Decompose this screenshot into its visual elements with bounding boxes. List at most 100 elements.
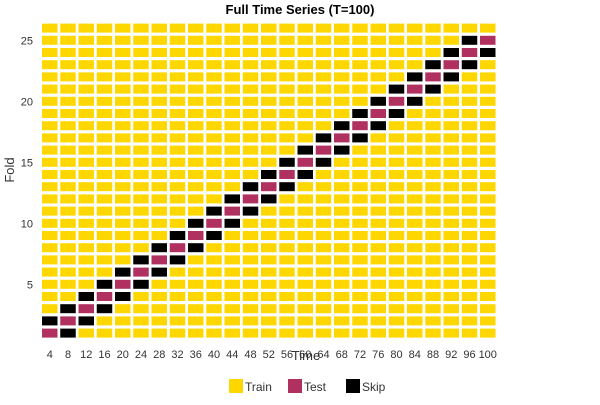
cell-fold-16-block-17 [334,145,350,155]
cell-fold-10-block-6 [133,218,149,228]
cell-fold-8-block-19 [370,243,386,253]
cell-fold-13-block-22 [425,182,441,192]
cell-fold-15-block-25 [480,157,496,167]
cell-fold-20-block-16 [315,96,332,106]
cell-fold-7-block-17 [334,255,350,265]
cell-fold-16-block-25 [480,145,496,155]
cell-fold-1-block-22 [425,328,441,338]
cell-fold-18-block-5 [115,121,131,131]
cell-fold-25-block-11 [224,35,240,45]
cell-fold-12-block-4 [96,194,113,204]
cell-fold-5-block-14 [279,279,295,289]
cell-fold-17-block-16 [315,133,332,143]
cell-fold-8-block-1 [42,243,58,253]
cell-fold-16-block-9 [188,145,204,155]
cell-fold-24-block-6 [133,48,149,57]
x-tick-label: 20 [117,349,129,361]
cell-fold-23-block-16 [315,60,332,70]
cell-fold-20-block-11 [224,96,240,106]
cell-fold-26-block-9 [188,23,204,33]
cell-fold-12-block-17 [334,194,350,204]
cell-fold-3-block-2 [60,304,76,314]
cell-fold-1-block-17 [334,328,350,338]
cell-fold-13-block-19 [370,182,386,192]
cell-fold-7-block-22 [425,255,441,265]
cell-fold-20-block-5 [115,96,131,106]
cell-fold-11-block-6 [133,206,149,216]
x-tick-label: 88 [427,349,439,361]
cell-fold-23-block-19 [370,60,386,70]
cell-fold-22-block-24 [461,72,478,82]
cell-fold-24-block-24 [461,48,478,57]
cell-fold-21-block-3 [78,84,94,94]
cell-fold-23-block-8 [169,60,186,70]
cell-fold-8-block-15 [297,243,313,253]
cell-fold-21-block-23 [443,84,459,94]
cell-fold-20-block-21 [407,96,423,106]
cell-fold-3-block-4 [96,304,113,314]
cell-fold-11-block-13 [261,206,277,216]
cell-fold-11-block-16 [315,206,332,216]
cell-fold-4-block-22 [425,292,441,301]
y-tick-label: 5 [27,279,33,291]
cell-fold-23-block-5 [115,60,131,70]
cell-fold-11-block-2 [60,206,76,216]
cell-fold-25-block-16 [315,35,332,45]
cell-fold-10-block-13 [261,218,277,228]
cell-fold-21-block-17 [334,84,350,94]
cell-fold-22-block-14 [279,72,295,82]
cell-fold-17-block-22 [425,133,441,143]
cell-fold-19-block-16 [315,109,332,118]
cell-fold-19-block-23 [443,109,459,118]
cell-fold-25-block-12 [242,35,259,45]
cell-fold-17-block-15 [297,133,313,143]
cell-fold-5-block-23 [443,279,459,289]
x-tick-label: 64 [317,349,329,361]
cell-fold-9-block-7 [151,231,167,240]
cell-fold-9-block-12 [242,231,259,240]
cell-fold-16-block-14 [279,145,295,155]
cell-fold-14-block-18 [352,170,368,179]
cell-fold-5-block-3 [78,279,94,289]
cell-fold-2-block-8 [169,316,186,326]
cell-fold-6-block-10 [206,267,222,277]
cell-fold-10-block-8 [169,218,186,228]
cell-fold-11-block-10 [206,206,222,216]
cell-fold-11-block-12 [242,206,259,216]
cell-fold-4-block-21 [407,292,423,301]
cell-fold-24-block-4 [96,48,113,57]
cell-fold-24-block-10 [206,48,222,57]
cell-fold-7-block-12 [242,255,259,265]
cell-fold-13-block-3 [78,182,94,192]
cell-fold-11-block-7 [151,206,167,216]
cell-fold-13-block-11 [224,182,240,192]
cell-fold-18-block-12 [242,121,259,131]
cell-fold-21-block-21 [407,84,423,94]
cell-fold-13-block-8 [169,182,186,192]
cell-fold-2-block-20 [388,316,405,326]
cell-fold-10-block-1 [42,218,58,228]
cell-fold-16-block-16 [315,145,332,155]
cell-fold-19-block-12 [242,109,259,118]
cell-fold-17-block-17 [334,133,350,143]
cell-fold-22-block-1 [42,72,58,82]
cell-fold-16-block-21 [407,145,423,155]
cell-fold-8-block-13 [261,243,277,253]
cell-fold-18-block-17 [334,121,350,131]
cell-fold-2-block-5 [115,316,131,326]
cell-fold-13-block-16 [315,182,332,192]
cell-fold-22-block-19 [370,72,386,82]
cell-fold-10-block-3 [78,218,94,228]
x-tick-label: 52 [263,349,275,361]
cell-fold-11-block-8 [169,206,186,216]
cell-fold-23-block-14 [279,60,295,70]
cell-fold-7-block-18 [352,255,368,265]
cell-fold-8-block-21 [407,243,423,253]
cell-fold-15-block-3 [78,157,94,167]
legend-item-test: Test [288,379,327,394]
cell-fold-25-block-17 [334,35,350,45]
cell-fold-24-block-1 [42,48,58,57]
cell-fold-7-block-14 [279,255,295,265]
cell-fold-15-block-2 [60,157,76,167]
cell-fold-15-block-12 [242,157,259,167]
